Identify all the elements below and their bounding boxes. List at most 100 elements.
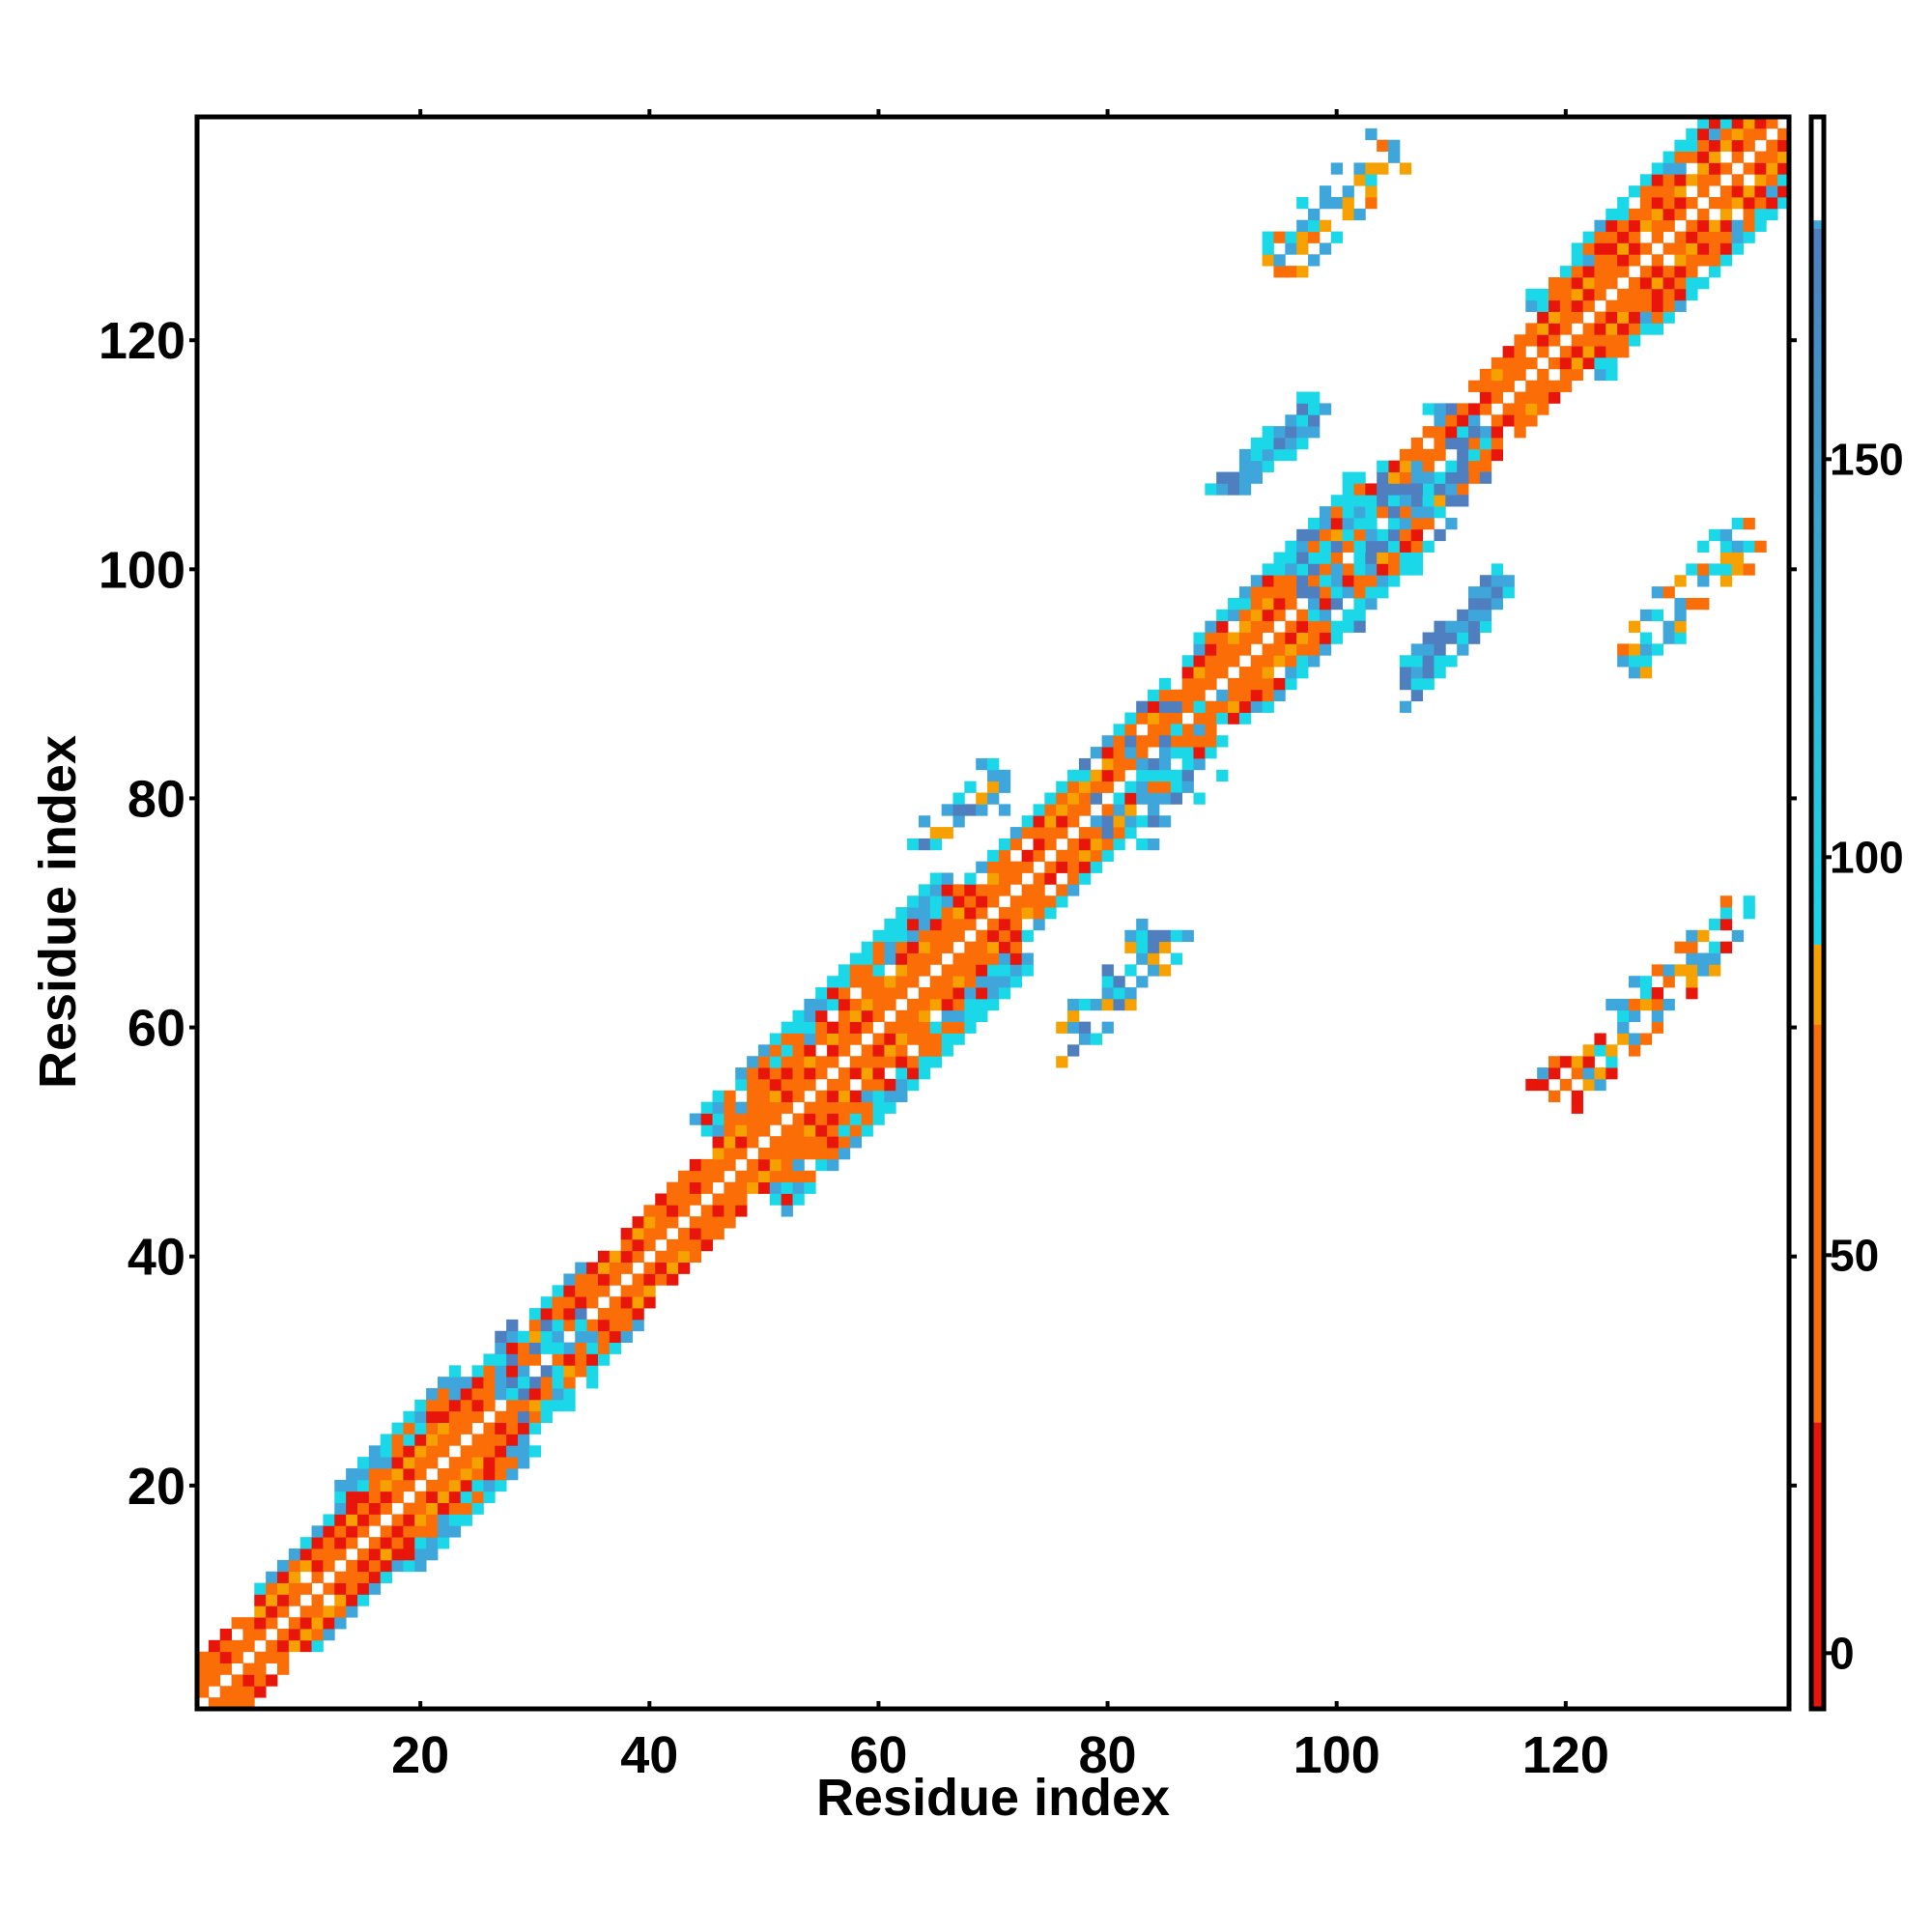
heatmap-cell <box>769 1158 782 1172</box>
heatmap-cell <box>712 1090 724 1103</box>
heatmap-cell <box>1330 196 1344 210</box>
heatmap-cell <box>586 1353 599 1366</box>
heatmap-cell <box>1158 941 1172 953</box>
heatmap-cell <box>276 1662 290 1675</box>
heatmap-cell <box>1617 196 1630 210</box>
heatmap-cell <box>918 1044 931 1057</box>
heatmap-cell <box>1342 563 1354 576</box>
heatmap-cell <box>1377 552 1389 564</box>
heatmap-cell <box>1342 575 1354 587</box>
y-tick-label: 60 <box>128 1000 185 1058</box>
heatmap-cell <box>1639 196 1653 210</box>
heatmap-cell <box>1617 643 1630 656</box>
heatmap-cell <box>1238 700 1252 713</box>
heatmap-cell <box>895 918 908 931</box>
heatmap-cell <box>781 1170 793 1183</box>
heatmap-cell <box>1021 895 1034 908</box>
heatmap-cell <box>460 1422 472 1435</box>
heatmap-cell <box>1056 849 1068 863</box>
heatmap-cell <box>506 1365 519 1378</box>
heatmap-cell <box>1078 1033 1092 1045</box>
heatmap-cell <box>1228 643 1240 656</box>
heatmap-cell <box>1629 242 1641 255</box>
heatmap-cell <box>1330 540 1344 553</box>
heatmap-cell <box>563 1296 576 1309</box>
heatmap-cell <box>1639 609 1653 622</box>
heatmap-cell <box>1296 231 1309 243</box>
heatmap-cell <box>1262 575 1274 587</box>
heatmap-cell <box>838 1067 851 1080</box>
heatmap-cell <box>735 1067 748 1080</box>
heatmap-cell <box>987 952 1000 965</box>
heatmap-cell <box>1537 346 1549 358</box>
heatmap-cell <box>804 1148 816 1160</box>
heatmap-cell <box>609 1250 622 1264</box>
heatmap-cell <box>769 1181 782 1194</box>
heatmap-cell <box>1639 632 1653 644</box>
heatmap-cell <box>1434 414 1446 427</box>
heatmap-cell <box>1124 792 1137 805</box>
heatmap-cell <box>1158 964 1172 977</box>
heatmap-cell <box>1639 323 1653 335</box>
heatmap-cell <box>1651 586 1663 599</box>
heatmap-cell <box>1285 677 1297 691</box>
heatmap-cell <box>1262 426 1274 439</box>
heatmap-cell <box>1319 597 1332 611</box>
heatmap-cell <box>1479 368 1492 382</box>
heatmap-cell <box>1754 196 1767 210</box>
heatmap-cell <box>1617 266 1630 278</box>
x-tick-label: 80 <box>1079 1726 1137 1784</box>
heatmap-cell <box>1766 174 1778 186</box>
heatmap-cell <box>689 1113 702 1125</box>
heatmap-cell <box>918 838 931 851</box>
heatmap-cell <box>1754 128 1767 141</box>
heatmap-cell <box>1629 231 1641 243</box>
x-tick-labels: 20 40 60 80 100 120 <box>391 1726 1609 1784</box>
heatmap-cell <box>1033 815 1045 828</box>
heatmap-cell <box>1410 506 1424 519</box>
heatmap-cell <box>667 1262 679 1274</box>
heatmap-cell <box>1136 769 1149 782</box>
heatmap-cell <box>712 1216 724 1229</box>
heatmap-cell <box>495 1330 507 1344</box>
heatmap-cell <box>1514 368 1526 382</box>
heatmap-cell <box>1582 276 1595 290</box>
heatmap-cell <box>1743 128 1755 141</box>
heatmap-cell <box>724 1090 736 1103</box>
heatmap-cell <box>506 1353 519 1366</box>
heatmap-cell <box>1479 586 1492 599</box>
heatmap-cell <box>1308 403 1321 415</box>
heatmap-cell <box>1434 528 1446 542</box>
heatmap-cell <box>1582 266 1595 278</box>
heatmap-cell <box>952 1009 965 1023</box>
heatmap-cell <box>1686 563 1698 576</box>
heatmap-cell <box>884 987 896 1000</box>
heatmap-cell <box>1285 620 1297 633</box>
heatmap-cell <box>506 1468 519 1481</box>
heatmap-cell <box>1662 998 1675 1011</box>
heatmap-cell <box>483 1457 496 1469</box>
heatmap-cell <box>1422 403 1435 415</box>
heatmap-cell <box>747 1124 759 1137</box>
heatmap-cell <box>1296 242 1309 255</box>
heatmap-cell <box>1434 471 1446 484</box>
heatmap-cell <box>643 1205 656 1217</box>
heatmap-cell <box>1582 356 1595 370</box>
heatmap-cell <box>552 1399 564 1412</box>
heatmap-cell <box>1754 208 1767 221</box>
heatmap-cell <box>1662 976 1675 988</box>
heatmap-cell <box>552 1330 564 1344</box>
heatmap-cell <box>517 1457 530 1469</box>
heatmap-cell <box>346 1605 358 1618</box>
heatmap-cell <box>1342 483 1354 496</box>
heatmap-cell <box>724 1181 736 1194</box>
heatmap-cell <box>1674 620 1687 633</box>
heatmap-cell <box>929 838 943 851</box>
heatmap-cell <box>540 1330 553 1344</box>
heatmap-cell <box>1479 471 1492 484</box>
heatmap-cell <box>1639 643 1653 656</box>
heatmap-cell <box>872 998 885 1011</box>
heatmap-cell <box>1674 609 1687 622</box>
heatmap-cell <box>1021 907 1034 920</box>
heatmap-cell <box>1674 288 1687 301</box>
